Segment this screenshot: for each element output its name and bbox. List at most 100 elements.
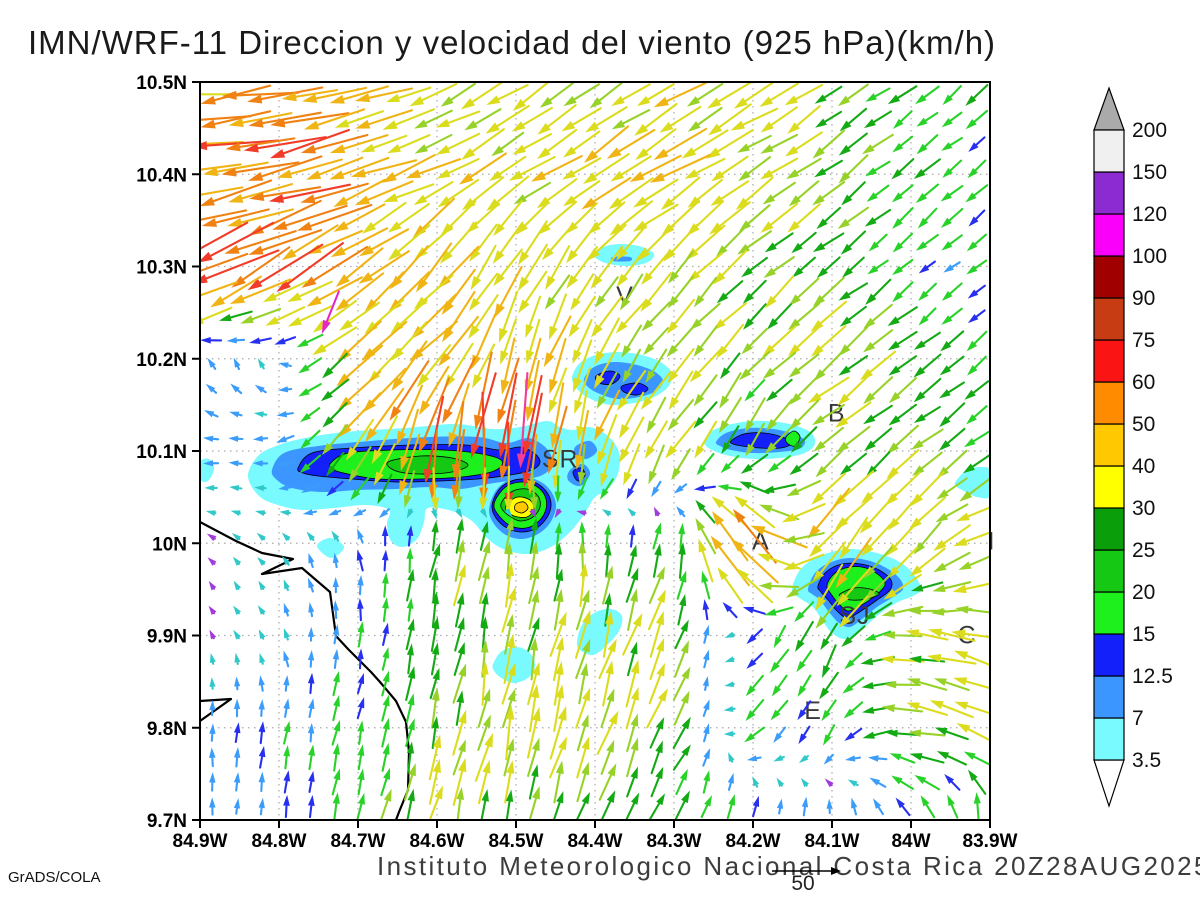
wind-arrow xyxy=(770,699,789,721)
wind-arrow xyxy=(221,90,300,100)
wind-arrow xyxy=(689,349,722,383)
wind-speed-contour-coast-diamond-cyan xyxy=(316,537,345,559)
wind-arrow xyxy=(307,722,315,743)
wind-arrow xyxy=(387,202,431,233)
wind-arrow xyxy=(596,372,618,409)
wind-arrow xyxy=(838,154,869,184)
wind-arrow xyxy=(738,204,771,232)
wind-arrow xyxy=(694,420,718,459)
wind-arrow xyxy=(789,375,819,405)
wind-arrow xyxy=(428,785,443,820)
wind-arrow xyxy=(759,504,800,521)
wind-arrow xyxy=(908,496,947,530)
wind-arrow xyxy=(431,467,440,512)
wind-arrow xyxy=(619,391,645,439)
wind-arrow xyxy=(739,351,771,381)
wind-arrow xyxy=(908,729,946,738)
wind-arrow xyxy=(385,86,432,103)
wind-arrow xyxy=(306,531,315,541)
wind-arrow xyxy=(204,484,218,491)
wind-arrow xyxy=(865,87,891,102)
wind-arrow xyxy=(391,340,428,392)
wind-arrow xyxy=(249,199,322,236)
wind-arrow xyxy=(956,506,990,522)
wind-arrow xyxy=(332,648,340,669)
wind-arrow xyxy=(776,777,785,788)
wind-arrow xyxy=(382,572,389,598)
wind-arrow xyxy=(695,517,717,555)
wind-arrow xyxy=(221,161,300,177)
wind-arrow xyxy=(283,650,290,668)
wind-arrow xyxy=(505,789,514,820)
map-border xyxy=(199,81,991,821)
wind-arrow xyxy=(667,250,694,284)
wind-arrow xyxy=(730,538,779,584)
wind-speed-contour-west-system-cyan xyxy=(247,421,621,555)
wind-arrow xyxy=(554,521,562,550)
wind-arrow xyxy=(413,274,454,310)
wind-arrow xyxy=(941,234,963,251)
wind-arrow xyxy=(686,200,725,236)
wind-arrow xyxy=(943,261,961,273)
wind-arrow xyxy=(470,372,497,459)
wind-arrow xyxy=(761,483,796,493)
wind-arrow xyxy=(406,525,414,547)
wind-arrow xyxy=(575,638,591,680)
wind-arrow xyxy=(626,766,638,798)
wind-arrow xyxy=(906,702,949,716)
wind-arrow xyxy=(200,110,272,129)
wind-arrow xyxy=(258,699,265,717)
wind-arrow xyxy=(418,365,450,416)
wind-arrow xyxy=(759,82,799,107)
wind-arrow xyxy=(453,641,465,676)
wind-arrow xyxy=(227,208,294,227)
wind-arrow xyxy=(554,475,562,504)
wind-arrow xyxy=(952,582,990,594)
grid-lines xyxy=(200,82,990,820)
wind-arrow xyxy=(252,435,269,442)
wind-arrow xyxy=(728,752,735,763)
wind-arrow xyxy=(627,507,637,517)
axis-label-y: 10.5N xyxy=(136,73,187,94)
wind-arrow xyxy=(702,676,709,691)
wind-arrow xyxy=(942,84,962,106)
wind-arrow xyxy=(764,232,794,253)
wind-arrow xyxy=(823,724,836,746)
wind-arrow xyxy=(784,131,823,157)
wind-arrow xyxy=(962,454,990,474)
wind-arrow xyxy=(296,203,373,231)
wind-arrow xyxy=(781,503,826,523)
wind-arrow xyxy=(480,661,489,706)
wind-arrow xyxy=(360,134,408,153)
wind-arrow xyxy=(381,670,390,697)
wind-arrow xyxy=(819,671,839,700)
wind-arrow xyxy=(836,425,871,453)
wind-arrow xyxy=(666,298,696,335)
wind-arrow xyxy=(454,592,465,628)
wind-arrow xyxy=(936,449,968,479)
wind-arrow xyxy=(719,372,742,409)
wind-arrow xyxy=(440,200,477,236)
wind-arrow xyxy=(431,591,440,628)
wind-arrow xyxy=(281,555,291,566)
wind-arrow xyxy=(666,324,696,358)
wind-arrow xyxy=(702,748,711,767)
wind-arrow xyxy=(435,110,481,128)
wind-arrow xyxy=(565,202,598,234)
wind-arrow xyxy=(652,543,662,578)
wind-arrow xyxy=(331,768,341,796)
wind-arrow xyxy=(504,562,515,608)
wind-arrow xyxy=(672,716,691,749)
wind-arrow xyxy=(281,224,339,261)
wind-speed-contour-ne-blob-cyan xyxy=(571,352,673,406)
wind-arrow xyxy=(577,443,586,486)
wind-arrow xyxy=(863,572,893,602)
wind-arrow xyxy=(257,358,266,370)
wind-arrow xyxy=(953,650,990,667)
wind-arrow xyxy=(883,680,921,689)
wind-arrow xyxy=(428,429,438,500)
wind-arrow xyxy=(741,256,768,278)
wind-arrow xyxy=(504,465,513,513)
wind-arrow xyxy=(918,260,936,274)
wind-arrow xyxy=(696,452,715,476)
